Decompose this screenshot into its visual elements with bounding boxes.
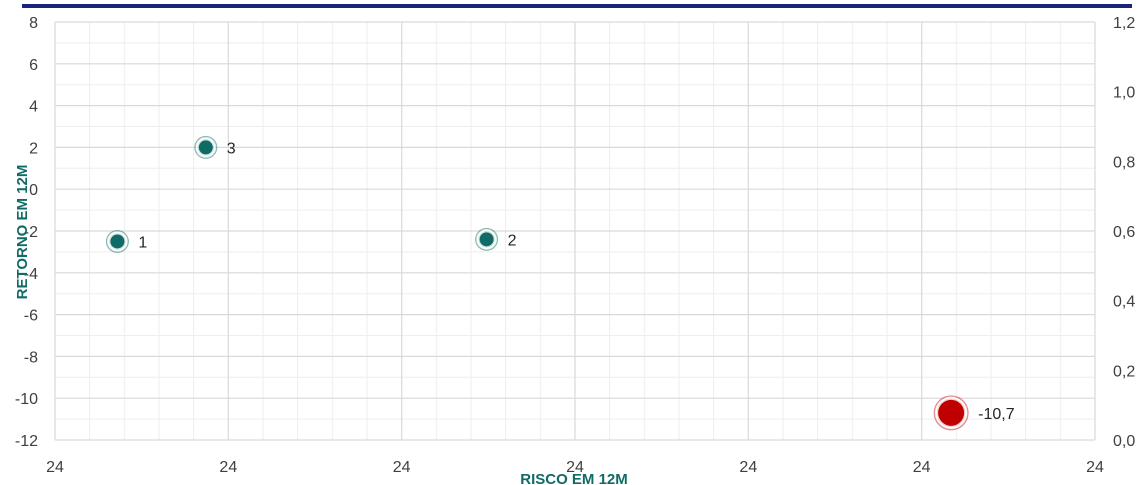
secondary-y-axis-ticks: 1,2 1,0 0,8 0,6 0,4 0,2 0,0: [1113, 15, 1135, 450]
y-tick-label: 0: [29, 182, 38, 199]
y-tick-label: 8: [29, 15, 38, 32]
x-tick-label: 24: [739, 459, 757, 476]
point-marker: [110, 234, 125, 249]
data-point: 3: [194, 135, 236, 159]
point-ring: [935, 397, 967, 429]
major-gridlines: [54, 21, 1096, 441]
x-tick-label: 24: [566, 459, 584, 476]
y2-tick-label: 1,0: [1113, 85, 1135, 102]
y-tick-label: 6: [29, 57, 38, 74]
y-tick-label: -8: [24, 349, 38, 366]
y-tick-label: 4: [29, 99, 38, 116]
point-marker: [198, 140, 213, 155]
y-tick-label: -10: [15, 391, 38, 408]
point-ring: [107, 231, 128, 252]
data-point: -10,7: [933, 395, 1015, 431]
x-tick-label: 24: [1086, 459, 1104, 476]
point-marker: [938, 399, 965, 426]
point-data-label: -10,7: [978, 406, 1015, 423]
x-axis-title: RISCO EM 12M: [520, 471, 628, 485]
point-data-label: 3: [227, 140, 236, 157]
y2-tick-label: 0,6: [1113, 224, 1135, 241]
x-tick-label: 24: [393, 459, 411, 476]
y-tick-label: -4: [24, 266, 38, 283]
data-point: 1: [105, 229, 147, 253]
y2-tick-label: 0,0: [1113, 433, 1135, 450]
y2-tick-label: 1,2: [1113, 15, 1135, 32]
y-tick-label: -6: [24, 308, 38, 325]
point-marker: [479, 232, 494, 247]
y2-tick-label: 0,2: [1113, 363, 1135, 380]
point-ring: [476, 229, 497, 250]
header-bar: [22, 4, 1132, 8]
point-ring: [196, 137, 216, 158]
x-tick-label: 24: [913, 459, 931, 476]
x-tick-label: 24: [219, 459, 237, 476]
x-tick-label: 24: [46, 459, 64, 476]
point-data-label: 2: [508, 232, 517, 249]
y-tick-label: -12: [15, 433, 38, 450]
y-axis-title: RETORNO EM 12M: [14, 165, 31, 300]
y2-tick-label: 0,4: [1113, 294, 1135, 311]
y-tick-label: -2: [24, 224, 38, 241]
data-point: 2: [475, 227, 517, 251]
x-axis-ticks: 24 24 24 24 24 24 24: [46, 459, 1104, 476]
y-axis-ticks: 8 6 4 2 0 -2 -4 -6 -8 -10 -12: [15, 15, 38, 450]
y-tick-label: 2: [29, 140, 38, 157]
y2-tick-label: 0,8: [1113, 154, 1135, 171]
point-data-label: 1: [138, 234, 147, 251]
data-points: 1 3 2 -10,7: [105, 135, 1015, 431]
